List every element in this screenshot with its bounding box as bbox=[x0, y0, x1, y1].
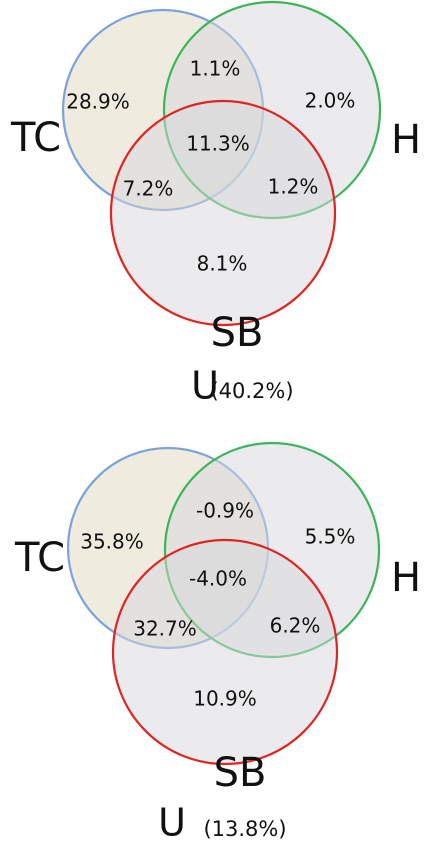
region-value: -0.9% bbox=[196, 499, 254, 523]
region-value: 35.8% bbox=[80, 530, 144, 554]
region-value: 6.2% bbox=[270, 614, 321, 638]
set-label: H bbox=[391, 117, 421, 163]
region-value: 1.1% bbox=[190, 57, 241, 81]
set-label: SB bbox=[214, 750, 267, 796]
set-label: SB bbox=[211, 310, 264, 356]
set-circle bbox=[109, 99, 337, 327]
unexplained-label: U bbox=[191, 364, 219, 408]
unexplained-label: U bbox=[158, 801, 186, 845]
region-value: 2.0% bbox=[305, 89, 356, 113]
unexplained-value: (13.8%) bbox=[203, 817, 286, 841]
region-value: 28.9% bbox=[66, 90, 130, 114]
set-label: TC bbox=[10, 115, 61, 161]
set-label: H bbox=[391, 555, 421, 601]
region-value: 32.7% bbox=[133, 617, 197, 641]
region-value: 5.5% bbox=[305, 525, 356, 549]
region-value: 7.2% bbox=[123, 177, 174, 201]
region-value: 11.3% bbox=[186, 132, 250, 156]
region-value: 1.2% bbox=[268, 175, 319, 199]
region-value: 8.1% bbox=[197, 252, 248, 276]
region-value: 10.9% bbox=[193, 687, 257, 711]
unexplained-value: (40.2%) bbox=[210, 379, 293, 403]
region-value: -4.0% bbox=[189, 567, 247, 591]
set-circle bbox=[111, 538, 339, 766]
set-label: TC bbox=[14, 535, 65, 581]
